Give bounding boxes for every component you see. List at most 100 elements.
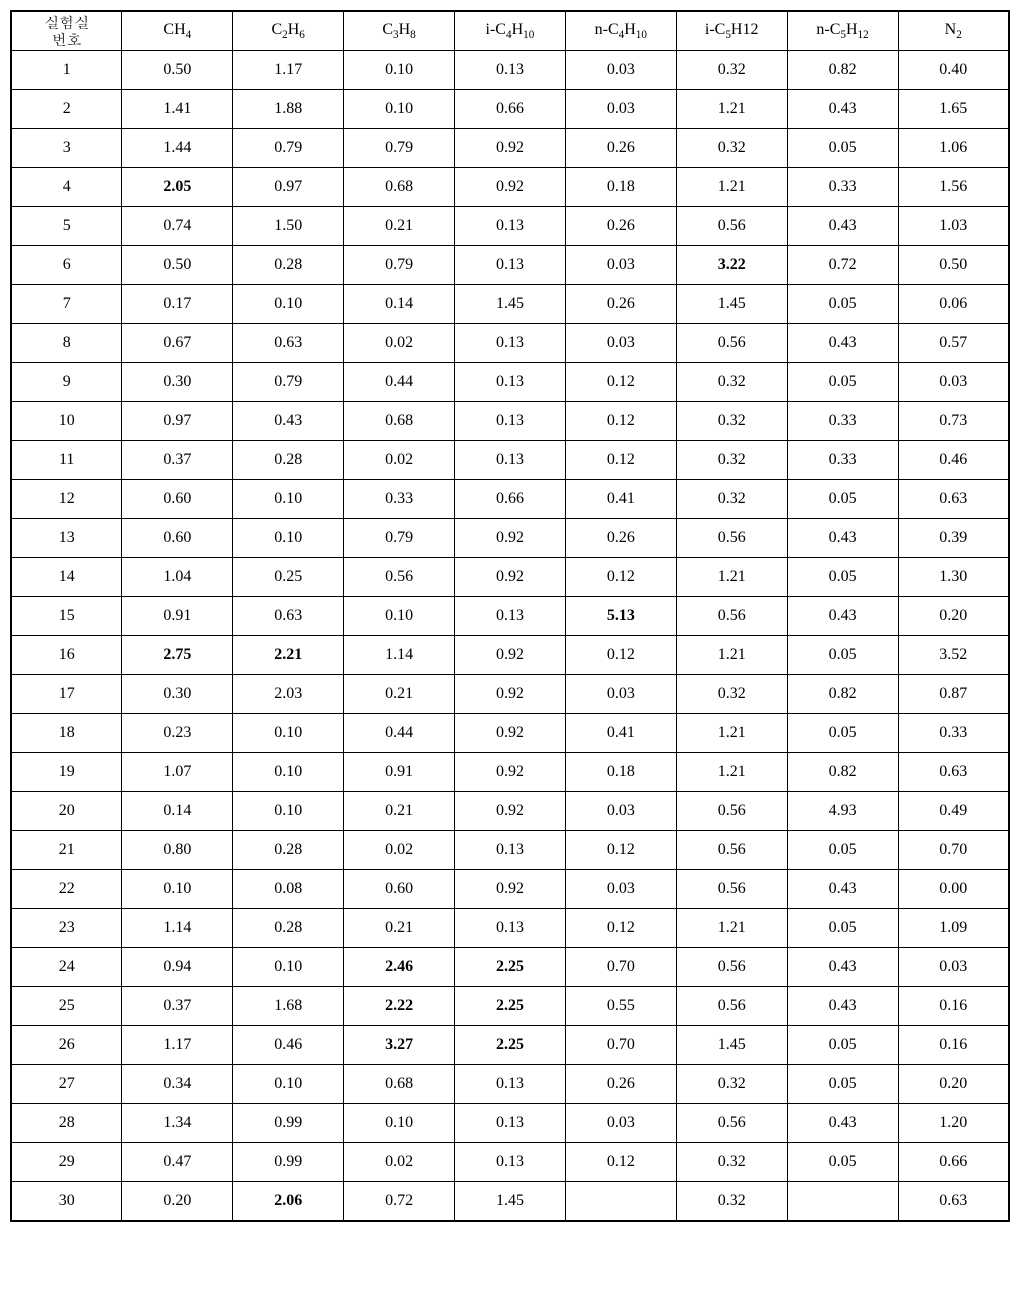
value-cell: 0.79: [233, 129, 344, 168]
value-cell: 1.21: [676, 909, 787, 948]
value-cell: 0.33: [787, 441, 898, 480]
value-cell: 0.33: [898, 714, 1009, 753]
value-cell: 0.14: [344, 285, 455, 324]
table-row: 90.300.790.440.130.120.320.050.03: [11, 363, 1009, 402]
value-cell: 4.93: [787, 792, 898, 831]
value-cell: 0.97: [233, 168, 344, 207]
value-cell: 0.32: [676, 1143, 787, 1182]
value-cell: 0.13: [455, 402, 566, 441]
value-cell: 0.50: [122, 246, 233, 285]
value-cell: 0.92: [455, 792, 566, 831]
value-cell: 0.66: [898, 1143, 1009, 1182]
value-cell: 0.60: [122, 519, 233, 558]
header-col-7: N2: [898, 11, 1009, 51]
value-cell: 0.55: [565, 987, 676, 1026]
value-cell: 0.32: [676, 1182, 787, 1222]
value-cell: 0.32: [676, 129, 787, 168]
value-cell: 0.79: [233, 363, 344, 402]
lab-cell: 2: [11, 90, 122, 129]
value-cell: 0.12: [565, 402, 676, 441]
value-cell: 0.28: [233, 246, 344, 285]
table-row: 60.500.280.790.130.033.220.720.50: [11, 246, 1009, 285]
value-cell: 1.07: [122, 753, 233, 792]
value-cell: 0.56: [344, 558, 455, 597]
value-cell: 0.12: [565, 831, 676, 870]
value-cell: 0.03: [565, 90, 676, 129]
value-cell: 0.05: [787, 285, 898, 324]
value-cell: 0.91: [344, 753, 455, 792]
value-cell: 1.14: [344, 636, 455, 675]
value-cell: 0.13: [455, 324, 566, 363]
value-cell: 0.16: [898, 1026, 1009, 1065]
value-cell: 0.10: [233, 285, 344, 324]
value-cell: 0.63: [898, 753, 1009, 792]
header-row: 실험실 번호 CH4C2H6C3H8i-C4H10n-C4H10i-C5H12n…: [11, 11, 1009, 51]
value-cell: 0.43: [787, 1104, 898, 1143]
value-cell: 0.10: [233, 1065, 344, 1104]
lab-cell: 9: [11, 363, 122, 402]
value-cell: 1.45: [455, 285, 566, 324]
value-cell: 0.02: [344, 441, 455, 480]
value-cell: 0.68: [344, 1065, 455, 1104]
value-cell: 1.04: [122, 558, 233, 597]
lab-cell: 17: [11, 675, 122, 714]
table-row: 10.501.170.100.130.030.320.820.40: [11, 51, 1009, 90]
value-cell: 0.41: [565, 714, 676, 753]
value-cell: 0.10: [233, 714, 344, 753]
value-cell: 0.13: [455, 1065, 566, 1104]
table-row: 281.340.990.100.130.030.560.431.20: [11, 1104, 1009, 1143]
value-cell: 0.70: [565, 1026, 676, 1065]
value-cell: 0.05: [787, 909, 898, 948]
value-cell: 0.08: [233, 870, 344, 909]
value-cell: 0.32: [676, 675, 787, 714]
table-row: 31.440.790.790.920.260.320.051.06: [11, 129, 1009, 168]
value-cell: 1.50: [233, 207, 344, 246]
value-cell: 0.21: [344, 792, 455, 831]
value-cell: 1.30: [898, 558, 1009, 597]
value-cell: 0.23: [122, 714, 233, 753]
value-cell: 0.33: [344, 480, 455, 519]
value-cell: 1.34: [122, 1104, 233, 1143]
value-cell: 0.10: [344, 597, 455, 636]
value-cell: 0.92: [455, 168, 566, 207]
value-cell: 0.39: [898, 519, 1009, 558]
value-cell: 0.99: [233, 1143, 344, 1182]
table-row: 220.100.080.600.920.030.560.430.00: [11, 870, 1009, 909]
lab-cell: 18: [11, 714, 122, 753]
value-cell: 0.56: [676, 519, 787, 558]
lab-cell: 6: [11, 246, 122, 285]
value-cell: 1.88: [233, 90, 344, 129]
value-cell: 0.44: [344, 363, 455, 402]
value-cell: 0.32: [676, 1065, 787, 1104]
value-cell: 0.72: [787, 246, 898, 285]
lab-cell: 15: [11, 597, 122, 636]
value-cell: [787, 1182, 898, 1222]
table-row: 180.230.100.440.920.411.210.050.33: [11, 714, 1009, 753]
value-cell: 0.13: [455, 207, 566, 246]
value-cell: 0.12: [565, 558, 676, 597]
lab-cell: 28: [11, 1104, 122, 1143]
value-cell: 0.94: [122, 948, 233, 987]
value-cell: 0.20: [122, 1182, 233, 1222]
value-cell: 0.05: [787, 636, 898, 675]
value-cell: 2.22: [344, 987, 455, 1026]
value-cell: 0.68: [344, 402, 455, 441]
value-cell: 0.10: [233, 519, 344, 558]
value-cell: 0.56: [676, 831, 787, 870]
value-cell: 0.79: [344, 129, 455, 168]
value-cell: 2.06: [233, 1182, 344, 1222]
value-cell: 0.92: [455, 636, 566, 675]
value-cell: 0.13: [455, 1104, 566, 1143]
value-cell: 0.05: [787, 363, 898, 402]
value-cell: 0.66: [455, 480, 566, 519]
value-cell: 0.43: [787, 987, 898, 1026]
value-cell: 5.13: [565, 597, 676, 636]
value-cell: 0.92: [455, 558, 566, 597]
value-cell: 0.44: [344, 714, 455, 753]
value-cell: 1.17: [233, 51, 344, 90]
value-cell: 3.27: [344, 1026, 455, 1065]
value-cell: 0.05: [787, 831, 898, 870]
value-cell: 0.10: [344, 51, 455, 90]
value-cell: 0.34: [122, 1065, 233, 1104]
lab-cell: 19: [11, 753, 122, 792]
